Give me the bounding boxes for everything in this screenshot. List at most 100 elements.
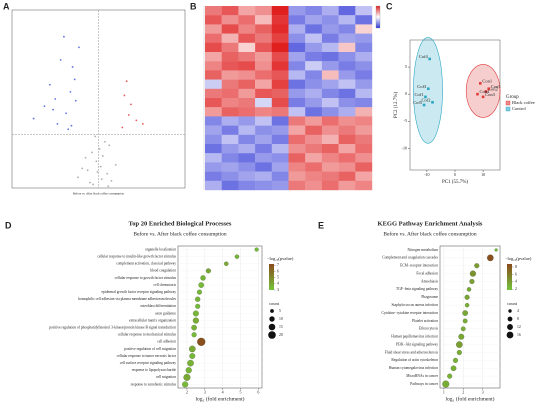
- heat-cell: [321, 79, 339, 89]
- size-legend-title: count: [269, 301, 280, 306]
- heat-cell: [305, 6, 323, 16]
- heat-cell: [271, 61, 289, 71]
- heat-cell: [271, 116, 289, 126]
- heat-cell: [255, 61, 272, 71]
- heat-cell: [238, 79, 256, 89]
- dot: [442, 380, 450, 388]
- y-tick-label: Complement and coagulation cascades: [382, 256, 438, 260]
- point: [74, 99, 77, 102]
- size-legend-label: 15: [279, 325, 283, 329]
- y-tick-label: TGF−beta signaling pathway: [396, 287, 438, 291]
- heat-cell: [271, 6, 289, 16]
- heat-cell: [238, 180, 256, 191]
- dot: [456, 349, 462, 356]
- plot-frame: [439, 245, 501, 389]
- x-tick-label: 0: [454, 172, 456, 177]
- y-tick-label: Efferocytosis: [419, 327, 439, 331]
- heat-cell: [205, 98, 222, 108]
- y-tick-label: Regulation of actin cytoskeleton: [391, 358, 438, 362]
- color-legend-label: 5: [277, 275, 279, 279]
- color-legend-label: 4: [277, 282, 279, 286]
- heat-cell: [205, 42, 222, 53]
- x-tick-label: 4: [222, 389, 224, 394]
- color-legend-title: −log₁₀(pvalue): [505, 256, 532, 261]
- y-tick-label: response to lipopolysaccharide: [132, 368, 177, 372]
- heat-cell: [338, 116, 356, 126]
- point: [110, 179, 113, 182]
- heat-cell: [338, 33, 356, 43]
- heat-cell: [288, 79, 306, 89]
- y-tick-label: cellular response to tumor necrosis fact…: [117, 354, 177, 358]
- heat-cell: [355, 24, 373, 34]
- size-legend-dot: [507, 316, 513, 322]
- color-legend-label: 2: [515, 287, 517, 291]
- heat-cell: [255, 6, 272, 16]
- legend-label: Black coffee: [512, 100, 535, 105]
- size-legend-dot: [270, 309, 274, 313]
- panel-letter: B: [190, 1, 197, 11]
- heat-cell: [271, 125, 289, 135]
- heat-cell: [255, 171, 272, 181]
- heat-cell: [338, 70, 356, 80]
- heat-cell: [205, 61, 222, 71]
- heat-cell: [288, 6, 306, 16]
- heat-cell: [221, 70, 239, 80]
- size-legend-label: 12: [517, 325, 521, 329]
- heat-cell: [271, 134, 289, 145]
- heat-cell: [238, 116, 256, 126]
- x-tick-label: 2: [462, 389, 464, 394]
- heat-cell: [338, 98, 356, 108]
- dot: [187, 359, 194, 367]
- heat-cell: [321, 24, 339, 34]
- y-tick-label: blood coagulation: [150, 269, 176, 273]
- heat-cell: [271, 153, 289, 163]
- size-legend-dot: [268, 331, 276, 339]
- heat-cell: [321, 70, 339, 80]
- heat-cell: [221, 98, 239, 108]
- y-tick-label: Focal adhesion: [416, 271, 438, 275]
- heat-cell: [355, 125, 373, 135]
- y-tick-label: positive regulation of cell migration: [124, 347, 176, 351]
- dot: [469, 270, 476, 277]
- point: [81, 167, 84, 170]
- point: [96, 171, 99, 173]
- y-tick-label: Amoebiasis: [421, 279, 439, 283]
- heat-cell: [271, 144, 289, 154]
- heat-cell: [238, 162, 256, 172]
- y-tick-label: organelle localization: [145, 247, 176, 251]
- heat-cell: [205, 24, 222, 34]
- dot: [196, 289, 202, 295]
- heat-cell: [238, 98, 256, 108]
- heat-cell: [338, 61, 356, 71]
- heat-cell: [271, 15, 289, 25]
- heat-cell: [238, 61, 256, 71]
- color-legend-label: 6: [277, 269, 279, 273]
- dot: [474, 263, 480, 269]
- heat-cell: [271, 79, 289, 89]
- color-legend-label: 6: [515, 272, 517, 276]
- point: [78, 46, 80, 49]
- heat-cell: [288, 134, 306, 145]
- heat-cell: [205, 52, 222, 62]
- y-tick-label: cellular response to mechanical stimulus: [118, 333, 177, 337]
- size-legend-label: 16: [517, 333, 521, 337]
- point: [101, 155, 104, 157]
- heat-cell: [305, 153, 323, 163]
- x-tick-label: 6: [257, 389, 259, 394]
- heat-cell: [221, 6, 239, 16]
- heat-cell: [305, 42, 323, 53]
- heat-cell: [205, 6, 222, 16]
- group-ellipse: [413, 37, 443, 144]
- dot: [462, 318, 468, 324]
- heat-cell: [238, 33, 256, 43]
- heat-cell: [355, 15, 373, 25]
- heat-cell: [205, 79, 222, 89]
- point: [100, 178, 103, 181]
- heat-cell: [355, 98, 373, 108]
- color-legend-label: 3: [277, 288, 279, 292]
- y-tick-label: cellular response to growth factor stimu…: [115, 276, 177, 280]
- heat-cell: [288, 125, 306, 135]
- size-legend-label: 5: [279, 309, 281, 313]
- size-legend-label: 10: [279, 317, 283, 321]
- point-label: Con1: [482, 78, 492, 83]
